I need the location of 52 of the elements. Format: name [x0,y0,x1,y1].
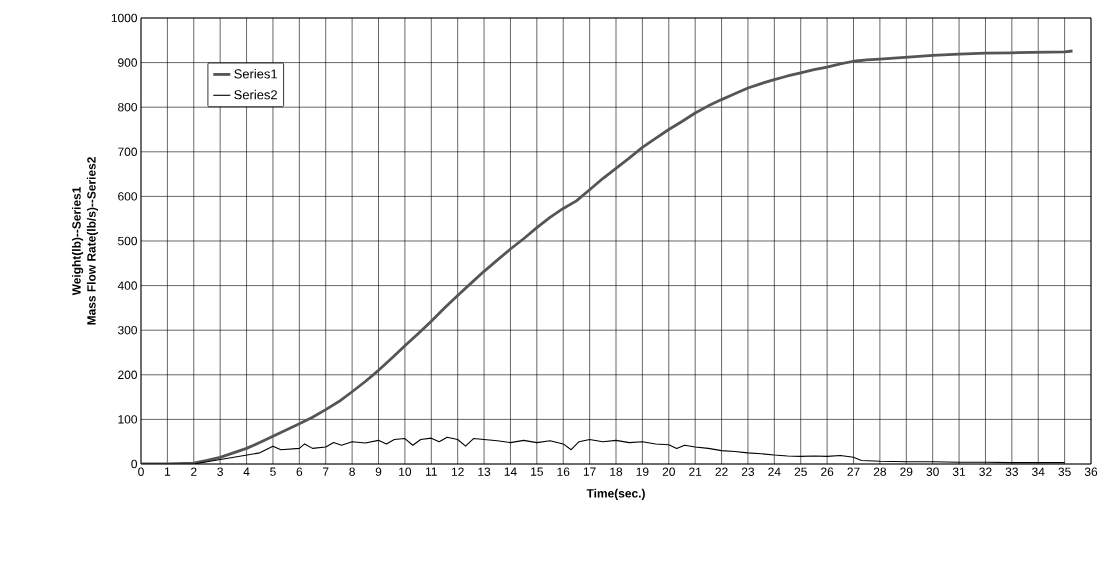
x-tick-label: 36 [1084,467,1098,476]
x-tick-label: 29 [900,467,913,476]
x-tick-label: 20 [662,467,675,476]
y-tick-label: 200 [118,370,138,380]
x-tick-label: 34 [1032,467,1045,476]
y-axis-title: Weight(lb)--Series1 Mass Flow Rate(lb/s)--Series2 [71,157,99,325]
x-tick-label: 22 [715,467,728,476]
x-tick-label: 9 [375,467,382,476]
x-tick-label: 28 [873,467,887,476]
x-tick-label: 21 [689,467,702,476]
x-tick-label: 17 [583,467,596,476]
x-axis-title: Time(sec.) [586,488,645,500]
x-tick-label: 23 [741,467,755,476]
x-tick-label: 0 [138,467,144,476]
x-tick-label: 11 [425,467,437,476]
x-tick-label: 25 [794,467,807,476]
x-tick-label: 12 [451,467,464,476]
y-tick-label: 100 [118,415,138,424]
y-tick-label: 800 [118,102,138,112]
x-tick-label: 16 [557,467,570,476]
x-tick-label: 8 [349,467,355,476]
y-tick-label: 0 [131,459,138,469]
legend-label: Series1 [234,68,277,79]
x-tick-label: 5 [270,467,276,476]
x-tick-label: 10 [399,467,412,476]
y-tick-label: 700 [118,147,138,157]
x-tick-label: 27 [847,467,860,476]
x-tick-label: 4 [243,467,250,476]
x-tick-label: 30 [926,467,939,476]
x-tick-label: 14 [504,467,517,476]
x-tick-label: 18 [610,467,623,476]
y-tick-label: 500 [118,236,138,246]
x-tick-label: 31 [952,467,966,476]
x-tick-label: 2 [191,467,197,476]
legend-label: Series2 [234,89,277,100]
x-tick-label: 13 [478,467,491,476]
x-tick-label: 3 [217,467,223,476]
y-tick-label: 300 [117,325,138,335]
x-tick-label: 32 [979,467,992,476]
y-tick-label: 900 [118,58,138,67]
x-tick-label: 7 [323,467,329,476]
x-tick-label: 1 [164,467,171,476]
x-tick-label: 35 [1058,467,1071,476]
x-tick-label: 33 [1005,467,1018,476]
x-tick-label: 15 [531,467,543,476]
x-tick-label: 24 [768,467,781,476]
x-tick-label: 6 [296,467,303,476]
y-tick-label: 400 [117,281,138,290]
x-tick-label: 19 [636,467,649,476]
y-tick-label: 600 [118,192,138,201]
y-tick-label: 1000 [111,13,138,23]
x-tick-label: 26 [821,467,834,476]
